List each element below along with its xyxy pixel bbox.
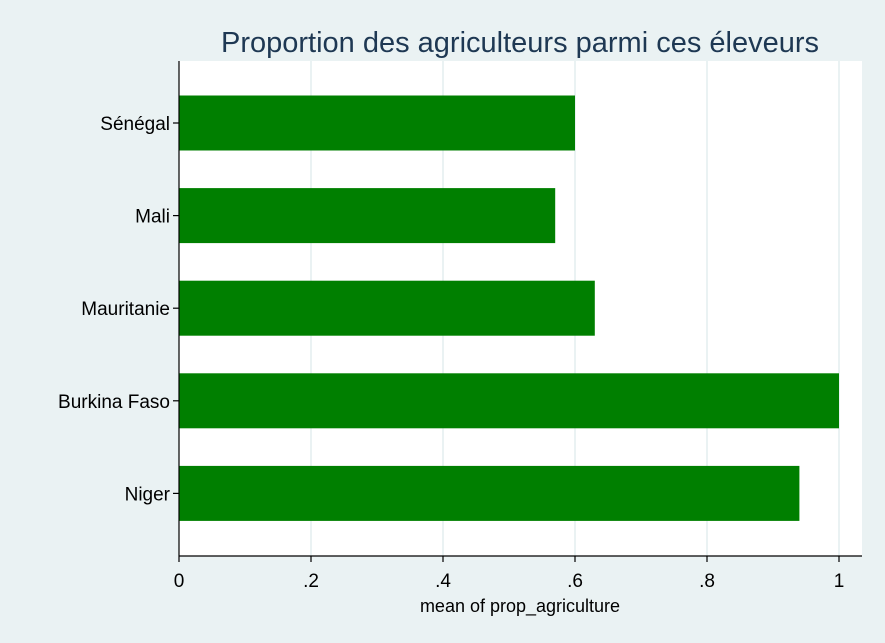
category-label-0: Sénégal: [100, 114, 170, 135]
axes: [173, 61, 862, 562]
bars: [179, 95, 839, 521]
bar-2: [179, 280, 595, 336]
bar-3: [179, 373, 839, 429]
category-label-2: Mauritanie: [81, 299, 170, 320]
x-tick-label-1: .2: [303, 571, 319, 592]
bar-1: [179, 188, 556, 244]
x-tick-label-2: .4: [435, 571, 451, 592]
category-label-3: Burkina Faso: [58, 392, 170, 413]
x-tick-label-5: 1: [834, 571, 845, 592]
x-tick-label-0: 0: [174, 571, 185, 592]
category-label-1: Mali: [135, 207, 170, 228]
x-axis-title: mean of prop_agriculture: [420, 596, 620, 617]
x-tick-label-3: .6: [567, 571, 583, 592]
bar-4: [179, 465, 800, 521]
x-tick-label-4: .8: [699, 571, 715, 592]
bar-0: [179, 95, 575, 151]
chart-title: Proportion des agriculteurs parmi ces él…: [221, 27, 819, 59]
tick-labels: 0 .2 .4 .6 .8 1: [174, 571, 845, 592]
category-label-4: Niger: [125, 484, 171, 505]
category-labels: Sénégal Mali Mauritanie Burkina Faso Niger: [58, 114, 171, 505]
